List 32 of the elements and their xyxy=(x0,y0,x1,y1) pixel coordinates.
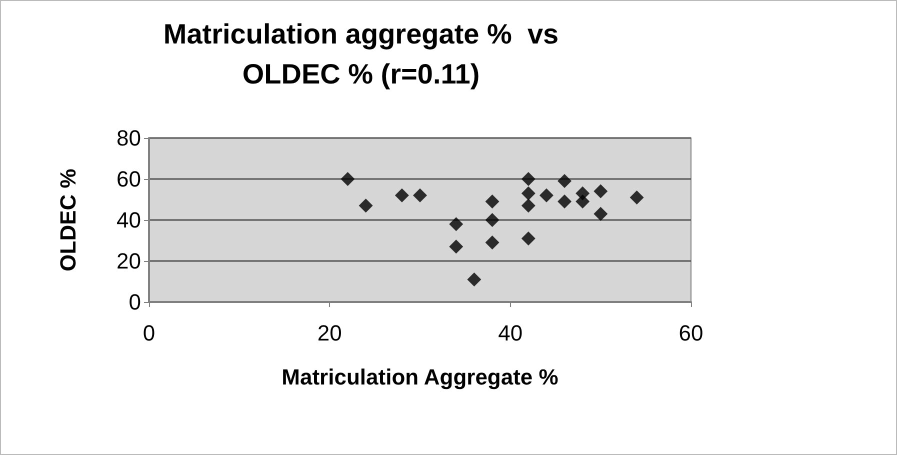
x-axis-title: Matriculation Aggregate % xyxy=(282,364,558,390)
point xyxy=(521,231,536,246)
y-tick-label: 80 xyxy=(116,126,141,150)
y-axis-title: OLDEC % xyxy=(56,168,80,272)
point xyxy=(394,188,409,202)
point xyxy=(485,194,500,209)
point xyxy=(576,194,590,209)
point xyxy=(558,174,572,188)
point xyxy=(594,184,608,198)
point xyxy=(340,172,355,186)
point xyxy=(413,188,427,202)
y-tick-label: 60 xyxy=(116,166,141,192)
point xyxy=(358,198,373,213)
point xyxy=(485,236,500,250)
point xyxy=(449,217,464,232)
point xyxy=(521,186,536,200)
x-tick-label: 60 xyxy=(678,320,704,346)
point xyxy=(485,213,500,227)
y-tick-label: 0 xyxy=(128,290,141,314)
point xyxy=(594,206,608,221)
point xyxy=(467,272,482,286)
point xyxy=(630,190,644,204)
point xyxy=(521,198,536,213)
y-tick-label: 40 xyxy=(116,208,141,232)
x-tick-label: 40 xyxy=(498,320,523,346)
x-tick-label: 20 xyxy=(317,320,342,346)
point xyxy=(539,188,554,202)
point xyxy=(449,240,464,254)
chart-title: Matriculation aggregate % vs OLDEC % (r=0.11) xyxy=(163,18,559,90)
point xyxy=(558,194,572,209)
point xyxy=(521,172,536,186)
y-tick-label: 20 xyxy=(116,248,141,274)
